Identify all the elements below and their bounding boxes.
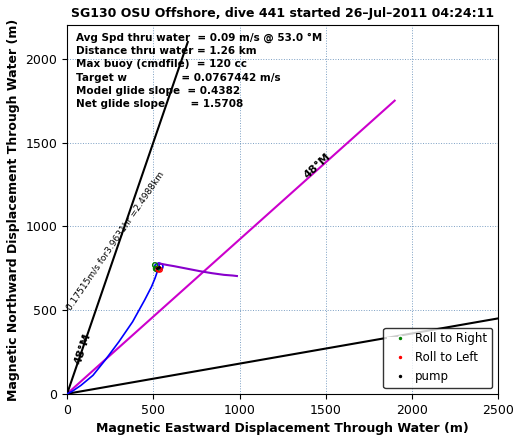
Legend: Roll to Right, Roll to Left, pump: Roll to Right, Roll to Left, pump [383,328,492,388]
Point [151,262,159,269]
Point [153,266,161,273]
Point [153,265,162,272]
X-axis label: Magnetic Eastward Displacement Through Water (m): Magnetic Eastward Displacement Through W… [96,422,469,435]
Point [156,266,164,273]
Title: SG130 OSU Offshore, dive 441 started 26–Jul–2011 04:24:11: SG130 OSU Offshore, dive 441 started 26–… [71,7,494,20]
Y-axis label: Magnetic Northward Displacement Through Water (m): Magnetic Northward Displacement Through … [7,19,20,400]
Text: Avg Spd thru water  = 0.09 m/s @ 53.0 °M
Distance thru water = 1.26 km
Max buoy : Avg Spd thru water = 0.09 m/s @ 53.0 °M … [76,33,322,109]
Text: 48°M: 48°M [73,332,92,366]
Point [155,263,163,271]
Text: 48°M: 48°M [302,151,332,181]
Point [154,266,163,273]
Point [152,265,160,272]
Text: 0.17515m/s for3.9631hr =2.4988km: 0.17515m/s for3.9631hr =2.4988km [65,170,166,312]
